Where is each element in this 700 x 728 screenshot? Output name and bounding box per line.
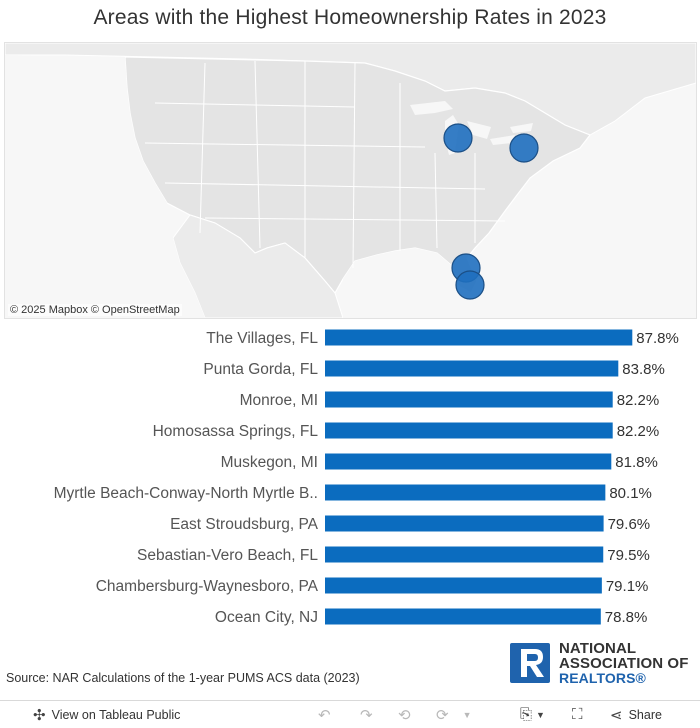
page-title: Areas with the Highest Homeownership Rat… [93, 6, 607, 29]
bar-value-label: 79.1% [606, 578, 649, 595]
source-note: Source: NAR Calculations of the 1-year P… [6, 671, 360, 685]
bar[interactable] [325, 577, 602, 594]
map[interactable]: © 2025 Mapbox © OpenStreetMap [4, 42, 697, 319]
category-label: Punta Gorda, FL [203, 361, 318, 378]
bar-value-label: 82.2% [617, 392, 660, 409]
bar-value-label: 81.8% [615, 454, 658, 471]
map-ocean [5, 55, 205, 318]
category-label: Homosassa Springs, FL [153, 423, 319, 440]
pause-button[interactable]: ⟳ ▼ [436, 701, 472, 728]
undo-icon: ↶ [318, 706, 331, 724]
bar[interactable] [325, 484, 606, 501]
marker-pennsylvania[interactable] [509, 133, 539, 163]
bar[interactable] [325, 329, 633, 346]
category-label: Monroe, MI [240, 392, 318, 409]
bar-value-label: 83.8% [622, 361, 665, 378]
category-label: Myrtle Beach-Conway-North Myrtle B.. [54, 485, 318, 502]
undo-button[interactable]: ↶ [318, 701, 331, 728]
category-label: Chambersburg-Waynesboro, PA [96, 578, 319, 595]
chevron-down-icon: ▼ [462, 709, 472, 720]
download-icon: ⎘ [520, 706, 533, 723]
view-on-tableau-button[interactable]: ✣ View on Tableau Public [33, 701, 180, 728]
chevron-down-icon: ▼ [536, 709, 545, 720]
tableau-logo-icon: ✣ [33, 706, 46, 724]
map-great-lakes [410, 101, 533, 155]
logo-line-national: NATIONAL [559, 640, 637, 657]
share-label: Share [628, 707, 662, 722]
bar[interactable] [325, 422, 613, 439]
category-label: Sebastian-Vero Beach, FL [137, 547, 318, 564]
nar-logo: NATIONAL ASSOCIATION OF REALTORS® [510, 640, 696, 688]
bar[interactable] [325, 453, 612, 470]
bar[interactable] [325, 546, 604, 563]
bar-value-label: 80.1% [609, 485, 652, 502]
refresh-icon: ⟳ [436, 706, 449, 724]
bar[interactable] [325, 391, 613, 408]
map-canvas[interactable] [5, 43, 696, 318]
redo-button[interactable]: ↷ [360, 701, 373, 728]
logo-line-association: ASSOCIATION OF [559, 655, 689, 672]
category-label: The Villages, FL [206, 330, 318, 347]
logo-line-realtors: REALTORS® [559, 670, 646, 686]
share-button[interactable]: ⋖ Share [610, 701, 662, 728]
revert-icon: ⟲ [398, 706, 411, 724]
share-icon: ⋖ [610, 706, 623, 724]
realtor-r-logo-mark [510, 643, 550, 683]
bar-chart: The Villages, FL 87.8% Punta Gorda, FL 83.8… [54, 329, 679, 626]
fullscreen-icon: ⛶ [572, 706, 583, 723]
revert-button[interactable]: ⟲ [398, 701, 411, 728]
download-button[interactable]: ⎘ ▼ [520, 701, 545, 728]
marker-florida-south[interactable] [455, 270, 485, 300]
view-on-tableau-label: View on Tableau Public [51, 707, 181, 722]
category-label: Muskegon, MI [221, 454, 318, 471]
bar[interactable] [325, 608, 601, 625]
fullscreen-button[interactable]: ⛶ [572, 701, 583, 728]
bar-value-label: 79.5% [607, 547, 650, 564]
bar-value-label: 87.8% [636, 330, 679, 347]
map-state-borders [144, 60, 506, 269]
marker-michigan[interactable] [443, 123, 473, 153]
bar-value-label: 82.2% [617, 423, 660, 440]
category-label: Ocean City, NJ [215, 609, 318, 626]
bar-value-label: 78.8% [605, 609, 648, 626]
bar-value-label: 79.6% [608, 516, 651, 533]
redo-icon: ↷ [360, 706, 373, 724]
category-label: East Stroudsburg, PA [170, 516, 319, 533]
map-gulf [343, 248, 457, 318]
bar[interactable] [325, 360, 619, 377]
bar[interactable] [325, 515, 604, 532]
map-attribution[interactable]: © 2025 Mapbox © OpenStreetMap [8, 304, 182, 316]
tableau-toolbar: ✣ View on Tableau Public ↶ ↷ ⟲ ⟳ ▼ ⎘ ▼ ⛶… [0, 700, 700, 728]
